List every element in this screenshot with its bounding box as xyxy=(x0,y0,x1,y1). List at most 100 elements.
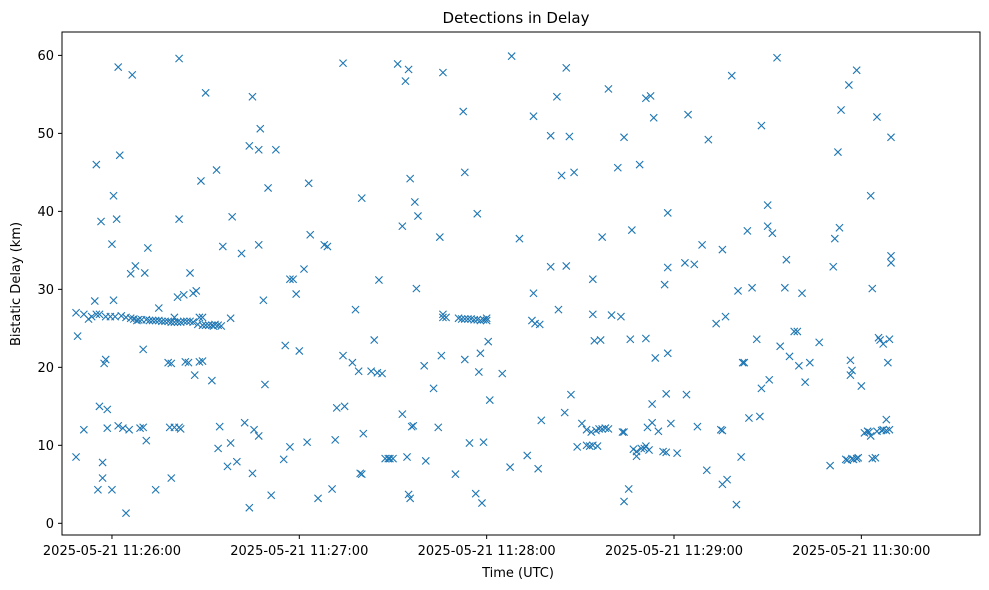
data-point-marker xyxy=(240,418,249,427)
data-point-marker xyxy=(601,424,610,433)
data-point-marker xyxy=(844,81,853,90)
data-point-marker xyxy=(434,423,443,432)
data-point-marker xyxy=(164,358,173,367)
data-point-marker xyxy=(281,341,290,350)
data-point-marker xyxy=(409,421,418,430)
data-point-marker xyxy=(744,414,753,423)
data-point-marker xyxy=(103,424,112,433)
data-point-marker xyxy=(126,314,135,323)
data-point-marker xyxy=(248,469,257,478)
data-point-marker xyxy=(254,431,263,440)
data-point-marker xyxy=(637,444,646,453)
data-point-marker xyxy=(357,470,366,479)
data-point-marker xyxy=(546,131,555,140)
data-point-marker xyxy=(72,308,81,317)
data-point-marker xyxy=(107,485,116,494)
data-point-marker xyxy=(624,485,633,493)
data-point-marker xyxy=(721,312,730,321)
data-point-marker xyxy=(476,349,485,358)
data-point-marker xyxy=(214,444,223,453)
data-point-marker xyxy=(790,327,799,336)
data-point-marker xyxy=(264,183,273,192)
data-point-marker xyxy=(673,449,682,458)
data-point-marker xyxy=(404,65,413,74)
x-tick-label: 2025-05-21 11:28:00 xyxy=(418,544,556,559)
data-point-marker xyxy=(118,424,127,433)
data-point-marker xyxy=(451,470,460,479)
data-point-marker xyxy=(131,261,140,270)
data-point-marker xyxy=(474,368,483,377)
data-point-marker xyxy=(189,318,198,327)
data-point-marker xyxy=(763,222,772,231)
data-point-marker xyxy=(198,313,207,322)
data-point-marker xyxy=(114,421,123,430)
data-point-marker xyxy=(588,275,597,284)
data-point-marker xyxy=(97,217,106,226)
data-point-marker xyxy=(727,71,736,80)
data-point-marker xyxy=(641,334,650,343)
data-point-marker xyxy=(201,321,210,330)
data-point-marker xyxy=(420,361,429,370)
data-point-marker xyxy=(354,367,363,376)
data-point-marker xyxy=(523,451,532,460)
data-point-marker xyxy=(546,262,555,271)
data-point-marker xyxy=(139,345,148,354)
data-point-marker xyxy=(460,314,469,323)
data-point-marker xyxy=(565,132,574,141)
data-point-marker xyxy=(201,88,210,97)
data-point-marker xyxy=(604,84,613,93)
data-point-marker xyxy=(421,456,430,465)
data-point-marker xyxy=(588,310,597,319)
data-point-marker xyxy=(582,441,591,450)
data-point-marker xyxy=(356,469,365,478)
data-point-marker xyxy=(388,454,397,463)
data-point-marker xyxy=(306,230,315,239)
data-point-marker xyxy=(537,416,546,425)
data-point-marker xyxy=(573,442,582,451)
data-point-marker xyxy=(128,70,137,79)
data-point-marker xyxy=(763,201,772,210)
data-point-marker xyxy=(887,133,895,142)
y-axis-ticks: 0 10 20 30 40 50 60 xyxy=(37,49,62,532)
data-point-marker xyxy=(107,240,116,249)
data-point-marker xyxy=(339,351,348,360)
data-point-marker xyxy=(698,240,707,249)
data-point-marker xyxy=(179,317,188,326)
data-point-marker xyxy=(485,396,494,405)
data-point-marker xyxy=(866,431,875,440)
data-point-marker xyxy=(303,438,312,447)
x-axis-label: Time (UTC) xyxy=(481,566,554,581)
data-point-marker xyxy=(93,485,102,494)
x-tick-label: 2025-05-21 11:30:00 xyxy=(792,544,930,559)
data-point-marker xyxy=(732,500,741,509)
data-point-marker xyxy=(340,402,349,411)
data-point-marker xyxy=(854,453,863,462)
data-point-marker xyxy=(167,474,176,483)
data-point-marker xyxy=(498,369,507,378)
y-tick-label: 50 xyxy=(37,127,54,142)
data-point-marker xyxy=(126,269,135,278)
data-point-marker xyxy=(142,436,151,445)
data-point-marker xyxy=(95,310,104,319)
data-point-marker xyxy=(304,179,313,188)
data-point-marker xyxy=(794,361,803,370)
data-point-marker xyxy=(212,166,221,175)
data-point-marker xyxy=(626,335,635,344)
data-point-marker xyxy=(92,310,101,319)
data-point-marker xyxy=(535,320,544,329)
plot-area xyxy=(61,31,981,536)
data-point-marker xyxy=(140,268,149,277)
data-point-marker xyxy=(607,311,616,320)
data-point-marker xyxy=(398,222,407,231)
data-point-marker xyxy=(117,311,126,320)
data-point-marker xyxy=(785,352,794,361)
data-point-marker xyxy=(596,336,605,345)
data-point-marker xyxy=(640,444,649,453)
data-point-marker xyxy=(868,284,877,293)
data-point-marker xyxy=(879,425,888,434)
data-point-marker xyxy=(207,321,216,330)
data-point-marker xyxy=(718,245,727,254)
data-point-marker xyxy=(805,358,814,367)
data-point-marker xyxy=(186,317,195,326)
data-point-marker xyxy=(734,286,742,295)
